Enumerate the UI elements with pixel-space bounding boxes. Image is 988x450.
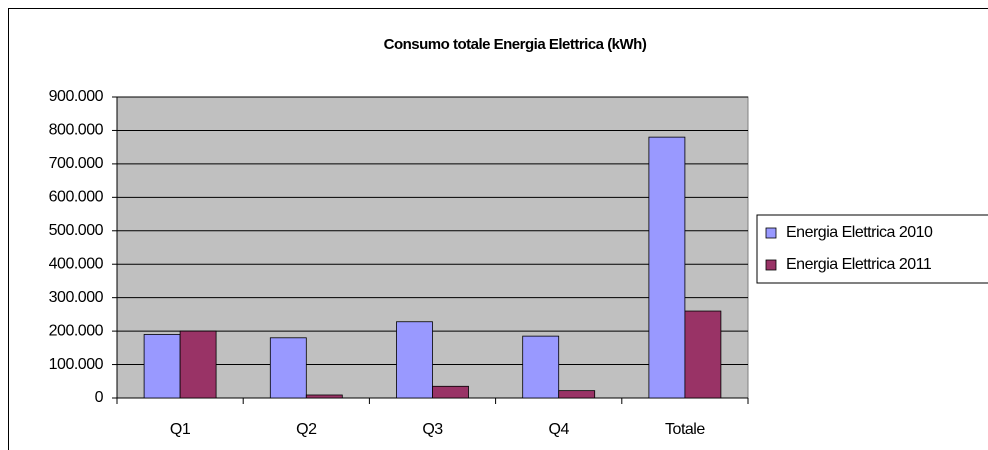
legend-label: Energia Elettrica 2010	[786, 224, 933, 241]
y-tick-label: 500.000	[49, 222, 104, 239]
y-tick-label: 800.000	[49, 122, 104, 139]
y-tick-label: 200.000	[49, 322, 104, 339]
y-tick-label: 400.000	[49, 255, 104, 272]
x-tick-label: Totale	[665, 421, 705, 438]
legend-swatch	[765, 227, 777, 239]
y-tick-label: 600.000	[49, 189, 104, 206]
y-tick-label: 300.000	[49, 289, 104, 306]
bar	[269, 337, 307, 399]
y-tick-label: 900.000	[49, 88, 104, 105]
x-tick-label: Q2	[296, 421, 317, 438]
chart-title: Consumo totale Energia Elettrica (kWh)	[384, 36, 647, 53]
bar	[305, 394, 343, 399]
legend-box	[756, 214, 988, 284]
x-tick-label: Q4	[549, 421, 570, 438]
x-tick-label: Q1	[170, 421, 191, 438]
bar	[558, 390, 596, 399]
legend-label: Energia Elettrica 2011	[786, 256, 932, 273]
bar	[522, 335, 560, 399]
y-tick-label: 700.000	[49, 155, 104, 172]
bar	[432, 385, 469, 399]
y-tick-label: 100.000	[49, 356, 104, 373]
bar	[684, 310, 722, 399]
bar	[396, 321, 433, 399]
legend-swatch	[765, 259, 777, 271]
bar	[143, 334, 181, 399]
bar	[179, 330, 217, 399]
x-tick-label: Q3	[422, 421, 443, 438]
y-tick-label: 0	[95, 389, 104, 406]
bar	[648, 136, 686, 399]
